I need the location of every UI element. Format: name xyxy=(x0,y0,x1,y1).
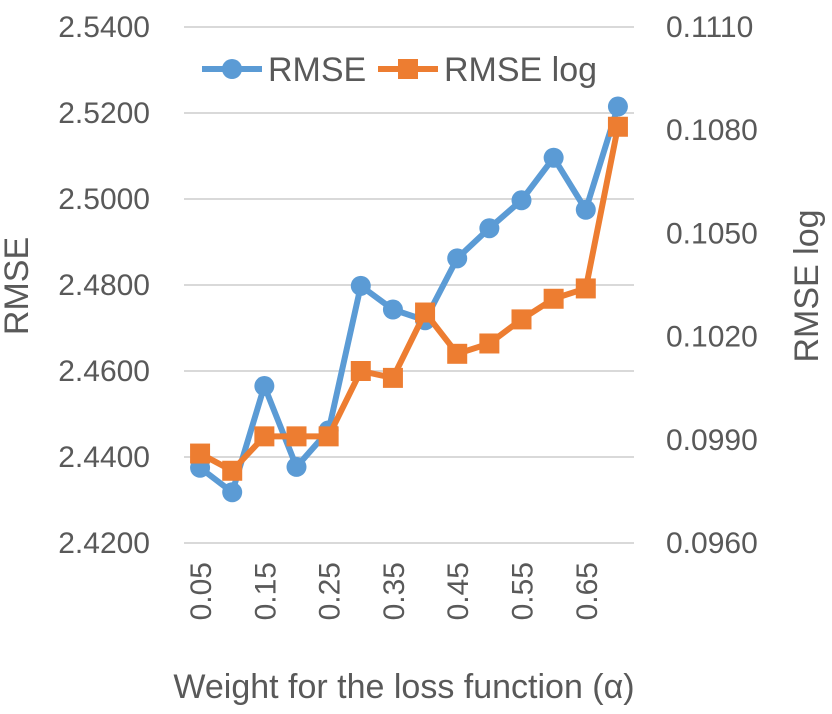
point-rmse-log xyxy=(575,278,596,299)
right-axis-ticks: 0.0960 0.0990 0.1020 0.1050 0.1080 0.1110 xyxy=(666,11,758,560)
y2-tick-label: 0.1050 xyxy=(666,217,758,250)
legend-item-rmse: RMSE xyxy=(202,51,366,89)
point-rmse xyxy=(382,299,403,320)
y-tick-label: 2.4400 xyxy=(58,441,150,474)
point-rmse-log xyxy=(415,302,436,323)
y-tick-label: 2.5200 xyxy=(58,97,150,130)
x-tick-label: 0.25 xyxy=(314,562,347,620)
point-rmse-log xyxy=(382,367,403,388)
y2-tick-label: 0.1020 xyxy=(666,321,758,354)
x-tick-label: 0.65 xyxy=(571,562,604,620)
x-tick-label: 0.05 xyxy=(185,562,218,620)
y2-tick-label: 0.0990 xyxy=(666,424,758,457)
point-rmse-log xyxy=(254,426,275,447)
x-tick-label: 0.55 xyxy=(507,562,540,620)
point-rmse-log xyxy=(607,116,628,137)
y2-tick-label: 0.1080 xyxy=(666,114,758,147)
y-tick-label: 2.4200 xyxy=(58,527,150,560)
series-layer xyxy=(190,96,628,503)
y-tick-label: 2.4800 xyxy=(58,269,150,302)
series-rmse-log xyxy=(190,116,628,481)
legend-item-rmse-log: RMSE log xyxy=(378,51,597,89)
x-axis-ticks: 0.05 0.15 0.25 0.35 0.45 0.55 0.65 xyxy=(185,562,604,620)
y-tick-label: 2.5400 xyxy=(58,11,150,44)
point-rmse-log xyxy=(350,361,371,381)
point-rmse xyxy=(479,218,500,239)
x-tick-label: 0.15 xyxy=(249,562,282,620)
legend-rmse-marker xyxy=(222,59,242,79)
y2-tick-label: 0.0960 xyxy=(666,527,758,560)
point-rmse-log xyxy=(190,443,211,464)
legend-rmse-log-marker xyxy=(398,59,418,79)
x-axis-title: Weight for the loss function (α) xyxy=(173,668,634,706)
point-rmse xyxy=(447,248,468,269)
point-rmse-log xyxy=(543,288,564,309)
point-rmse xyxy=(575,199,596,220)
y-tick-label: 2.4600 xyxy=(58,355,150,388)
series-rmse xyxy=(190,96,628,503)
point-rmse xyxy=(511,190,532,211)
y-tick-label: 2.5000 xyxy=(58,183,150,216)
point-rmse-log xyxy=(511,309,532,330)
gridlines xyxy=(184,26,634,544)
point-rmse-log xyxy=(479,333,500,354)
point-rmse-log xyxy=(447,343,468,364)
point-rmse-log xyxy=(318,426,339,447)
y2-axis-title: RMSE log xyxy=(788,209,826,362)
point-rmse xyxy=(607,96,628,117)
legend-label-rmse-log: RMSE log xyxy=(444,51,597,89)
point-rmse xyxy=(350,275,371,296)
x-tick-label: 0.45 xyxy=(442,562,475,620)
point-rmse xyxy=(543,147,564,168)
point-rmse-log xyxy=(222,460,243,481)
y-axis-title: RMSE xyxy=(0,237,36,335)
point-rmse xyxy=(254,376,275,397)
point-rmse-log xyxy=(286,426,307,447)
y2-tick-label: 0.1110 xyxy=(666,11,753,44)
left-axis-ticks: 2.4200 2.4400 2.4600 2.4800 2.5000 2.5200 2.54… xyxy=(58,11,150,560)
x-tick-label: 0.35 xyxy=(378,562,411,620)
point-rmse xyxy=(222,482,243,503)
point-rmse xyxy=(286,456,307,477)
legend: RMSE RMSE log xyxy=(202,51,597,89)
legend-label-rmse: RMSE xyxy=(268,51,366,89)
